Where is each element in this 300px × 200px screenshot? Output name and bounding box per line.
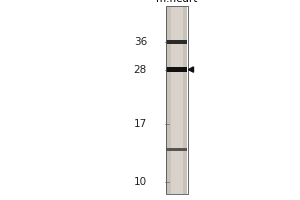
Text: 28: 28	[134, 65, 147, 75]
Text: m.heart: m.heart	[156, 0, 198, 4]
Polygon shape	[188, 67, 194, 72]
Bar	[166, 6, 188, 194]
Text: 17: 17	[134, 119, 147, 129]
Bar	[171, 6, 183, 194]
Text: 36: 36	[134, 37, 147, 47]
Bar	[167, 6, 188, 194]
Bar	[167, 67, 188, 72]
Bar	[167, 148, 188, 151]
Text: 10: 10	[134, 177, 147, 187]
Bar	[167, 40, 188, 44]
